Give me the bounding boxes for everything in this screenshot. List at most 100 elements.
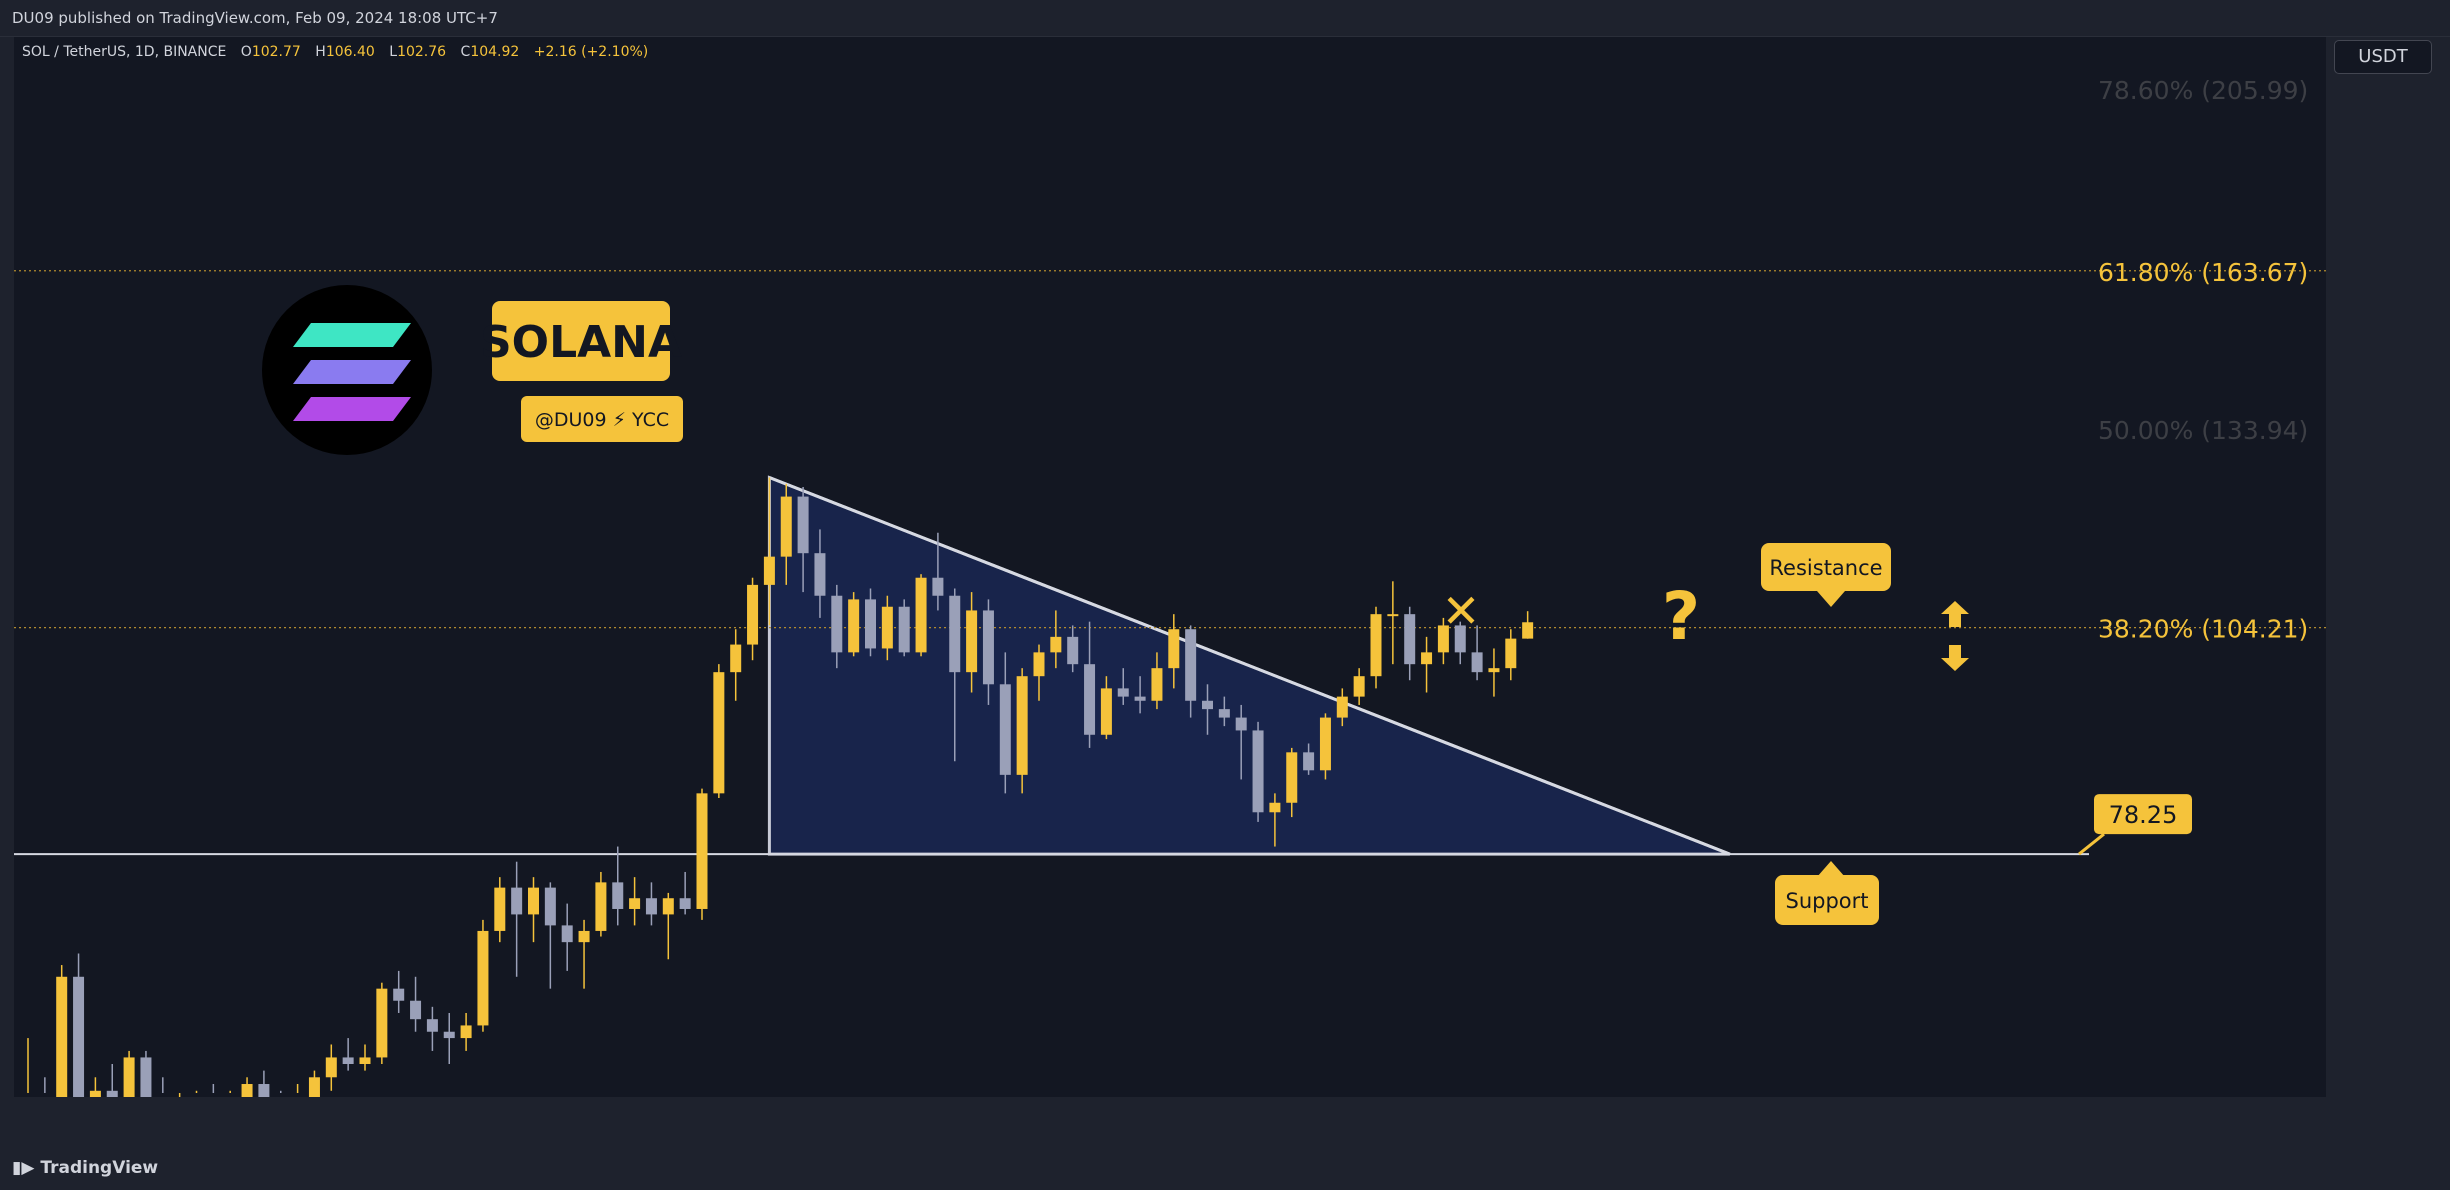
candle[interactable]	[477, 919, 489, 1032]
candle[interactable]	[1269, 793, 1281, 847]
candle[interactable]	[443, 1012, 455, 1064]
candle[interactable]	[241, 1077, 253, 1097]
candle[interactable]	[140, 1050, 152, 1097]
candle[interactable]	[949, 588, 961, 762]
candle[interactable]	[1286, 747, 1298, 818]
candle[interactable]	[426, 1006, 438, 1051]
candle[interactable]	[865, 588, 876, 657]
candle[interactable]	[174, 1093, 185, 1097]
candle[interactable]	[966, 592, 978, 693]
candle[interactable]	[258, 1070, 270, 1097]
candle[interactable]	[982, 599, 994, 705]
candle[interactable]	[1522, 611, 1534, 639]
candle[interactable]	[1471, 625, 1483, 681]
candle[interactable]	[730, 629, 742, 701]
candle[interactable]	[763, 477, 775, 626]
candle[interactable]	[1454, 621, 1466, 665]
support-callout[interactable]	[1775, 875, 1879, 925]
candle[interactable]	[544, 882, 556, 989]
triangle-resistance-line[interactable]	[768, 476, 1731, 856]
candle[interactable]	[696, 788, 708, 920]
candle[interactable]	[106, 1064, 118, 1097]
candle[interactable]	[511, 861, 523, 977]
candle[interactable]	[1016, 668, 1028, 794]
candle[interactable]	[376, 982, 388, 1064]
candle[interactable]	[1168, 614, 1180, 689]
candle[interactable]	[1319, 713, 1331, 780]
candle[interactable]	[1202, 684, 1213, 735]
candle[interactable]	[39, 1077, 50, 1097]
candle[interactable]	[915, 574, 927, 657]
candle[interactable]	[1252, 721, 1264, 822]
candle[interactable]	[410, 976, 422, 1032]
candle[interactable]	[578, 919, 590, 989]
candle[interactable]	[208, 1084, 219, 1097]
candle[interactable]	[325, 1044, 337, 1091]
candle[interactable]	[460, 1012, 472, 1051]
candle[interactable]	[747, 577, 759, 661]
candle[interactable]	[308, 1070, 320, 1097]
support-price-box[interactable]	[2094, 794, 2192, 835]
candle[interactable]	[292, 1084, 303, 1097]
candle[interactable]	[1134, 676, 1146, 714]
candle[interactable]	[1050, 610, 1062, 669]
chart-area[interactable]: 78.60% (205.99) 61.80% (163.67) 50.00% (13…	[14, 37, 2326, 1097]
candle[interactable]	[797, 487, 809, 593]
candle[interactable]	[89, 1077, 101, 1097]
candle[interactable]	[1370, 606, 1382, 689]
candle[interactable]	[393, 970, 405, 1013]
candle[interactable]	[528, 877, 539, 943]
candle[interactable]	[191, 1090, 202, 1097]
candle[interactable]	[1303, 743, 1315, 775]
candle[interactable]	[629, 877, 641, 926]
candle[interactable]	[1185, 625, 1197, 718]
candle[interactable]	[275, 1090, 286, 1097]
candle[interactable]	[23, 1038, 34, 1097]
candle[interactable]	[1505, 629, 1517, 681]
resistance-callout[interactable]	[1761, 543, 1891, 591]
candle[interactable]	[679, 871, 691, 915]
candle[interactable]	[881, 595, 893, 661]
candle-body	[1353, 676, 1365, 697]
candle[interactable]	[157, 1077, 168, 1097]
candle[interactable]	[814, 529, 826, 618]
candle[interactable]	[1421, 636, 1433, 693]
candle[interactable]	[73, 953, 85, 1097]
candle[interactable]	[645, 882, 657, 926]
candle[interactable]	[1067, 625, 1079, 673]
candle[interactable]	[1437, 617, 1449, 665]
candle[interactable]	[1353, 668, 1365, 705]
candle-body	[1235, 717, 1247, 731]
candle[interactable]	[1100, 676, 1112, 740]
candle[interactable]	[494, 877, 506, 943]
candle[interactable]	[1084, 621, 1096, 748]
candle[interactable]	[225, 1090, 236, 1097]
candle[interactable]	[1033, 644, 1045, 701]
candle[interactable]	[1387, 581, 1399, 665]
candle[interactable]	[123, 1050, 135, 1097]
candle[interactable]	[1151, 652, 1163, 710]
candle[interactable]	[359, 1044, 371, 1071]
candle[interactable]	[595, 871, 607, 937]
candle[interactable]	[932, 532, 944, 611]
candle[interactable]	[1117, 668, 1129, 705]
candle[interactable]	[999, 652, 1011, 794]
candle[interactable]	[56, 965, 68, 1097]
candle[interactable]	[831, 584, 843, 669]
candle[interactable]	[780, 483, 792, 585]
candle[interactable]	[561, 903, 573, 971]
candle[interactable]	[848, 592, 860, 657]
candle[interactable]	[1488, 648, 1500, 697]
candle[interactable]	[1218, 696, 1230, 727]
candle[interactable]	[342, 1038, 354, 1071]
tradingview-logo[interactable]: ▮▶ TradingView	[12, 1158, 158, 1178]
candle[interactable]	[1235, 704, 1247, 780]
candle[interactable]	[898, 599, 910, 657]
candle[interactable]	[662, 892, 674, 960]
candlestick-chart[interactable]: 78.60% (205.99) 61.80% (163.67) 50.00% (13…	[14, 37, 2326, 1097]
candle[interactable]	[713, 664, 725, 799]
candle[interactable]	[1336, 688, 1348, 727]
candle[interactable]	[612, 846, 624, 926]
candle[interactable]	[1404, 606, 1416, 681]
currency-button[interactable]: USDT	[2334, 40, 2432, 74]
